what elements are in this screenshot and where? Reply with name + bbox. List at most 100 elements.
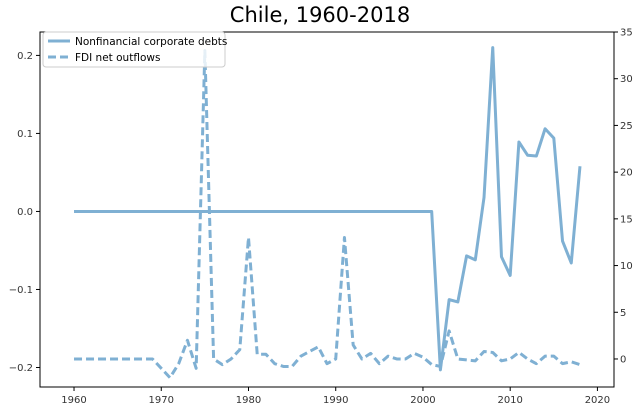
legend: Nonfinancial corporate debts FDI net out… — [42, 31, 227, 68]
data-point — [90, 210, 93, 213]
data-point — [291, 210, 294, 213]
data-point — [90, 357, 93, 360]
data-point — [421, 210, 424, 213]
x-tick-label: 1960 — [61, 395, 86, 406]
data-point — [456, 357, 459, 360]
y-left-tick-label: 0.1 — [17, 129, 33, 140]
data-point — [378, 210, 381, 213]
data-point — [526, 357, 529, 360]
data-point — [299, 210, 302, 213]
data-point — [544, 355, 547, 358]
y-right-tick-label: 15 — [620, 214, 633, 225]
y-left-tick-label: 0.0 — [17, 207, 33, 218]
data-point — [413, 210, 416, 213]
data-point — [439, 365, 442, 368]
data-point — [142, 357, 145, 360]
data-point — [430, 363, 433, 366]
series-points-fdi — [73, 49, 582, 379]
legend-label-debts: Nonfinancial corporate debts — [75, 36, 227, 48]
data-point — [360, 210, 363, 213]
data-point — [142, 210, 145, 213]
data-point — [448, 298, 451, 301]
data-point — [116, 210, 119, 213]
data-point — [334, 210, 337, 213]
data-point — [238, 210, 241, 213]
data-point — [326, 362, 329, 365]
data-point — [387, 355, 390, 358]
y-right-tick-label: 20 — [620, 168, 633, 179]
data-point — [238, 348, 241, 351]
data-point — [456, 300, 459, 303]
x-tick-label: 1990 — [323, 395, 348, 406]
data-point — [256, 353, 259, 356]
y-right-tick-label: 5 — [620, 308, 626, 319]
data-point — [317, 210, 320, 213]
data-point — [404, 210, 407, 213]
data-point — [160, 367, 163, 370]
series-line-fdi — [74, 49, 581, 380]
data-point — [526, 154, 529, 157]
data-point — [256, 210, 259, 213]
data-point — [273, 362, 276, 365]
y-left-tick-label: −0.2 — [9, 363, 33, 374]
data-point — [369, 352, 372, 355]
data-point — [535, 362, 538, 365]
y-right-tick-label: 10 — [620, 261, 633, 272]
data-point — [195, 210, 198, 213]
data-point — [404, 357, 407, 360]
data-point — [430, 210, 433, 213]
data-point — [413, 352, 416, 355]
data-point — [552, 355, 555, 358]
data-point — [544, 127, 547, 130]
chart-title: Chile, 1960-2018 — [230, 3, 410, 27]
data-point — [483, 350, 486, 353]
data-point — [570, 360, 573, 363]
data-point — [334, 357, 337, 360]
series-line-debts — [74, 46, 582, 372]
data-point — [107, 210, 110, 213]
data-point — [517, 141, 520, 144]
data-point — [552, 137, 555, 140]
data-point — [212, 357, 215, 360]
data-point — [186, 339, 189, 342]
data-point — [378, 362, 381, 365]
data-point — [186, 210, 189, 213]
data-point — [395, 210, 398, 213]
data-point — [291, 365, 294, 368]
data-point — [308, 210, 311, 213]
y-right-tick-label: 0 — [620, 354, 626, 365]
data-point — [73, 357, 76, 360]
data-point — [491, 351, 494, 354]
data-point — [221, 210, 224, 213]
data-point — [99, 357, 102, 360]
data-point — [230, 357, 233, 360]
x-tick-label: 1970 — [149, 395, 174, 406]
data-point — [151, 210, 154, 213]
data-point — [264, 210, 267, 213]
data-point — [247, 236, 250, 239]
data-point — [282, 365, 285, 368]
data-point — [107, 357, 110, 360]
data-point — [160, 210, 163, 213]
data-point — [134, 357, 137, 360]
data-point — [326, 210, 329, 213]
data-point — [369, 210, 372, 213]
x-tick-label: 1980 — [236, 395, 261, 406]
legend-frame — [42, 31, 226, 68]
data-point — [509, 274, 512, 277]
data-point — [578, 165, 581, 168]
data-point — [317, 345, 320, 348]
data-point — [561, 362, 564, 365]
data-point — [352, 343, 355, 346]
data-point — [491, 46, 494, 49]
plot-marks — [73, 46, 582, 380]
x-tick-label: 2020 — [585, 395, 610, 406]
x-tick-label: 2010 — [497, 395, 522, 406]
data-point — [247, 210, 250, 213]
data-point — [264, 353, 267, 356]
data-point — [395, 357, 398, 360]
data-point — [125, 357, 128, 360]
data-point — [343, 210, 346, 213]
data-point — [500, 359, 503, 362]
data-point — [483, 196, 486, 199]
